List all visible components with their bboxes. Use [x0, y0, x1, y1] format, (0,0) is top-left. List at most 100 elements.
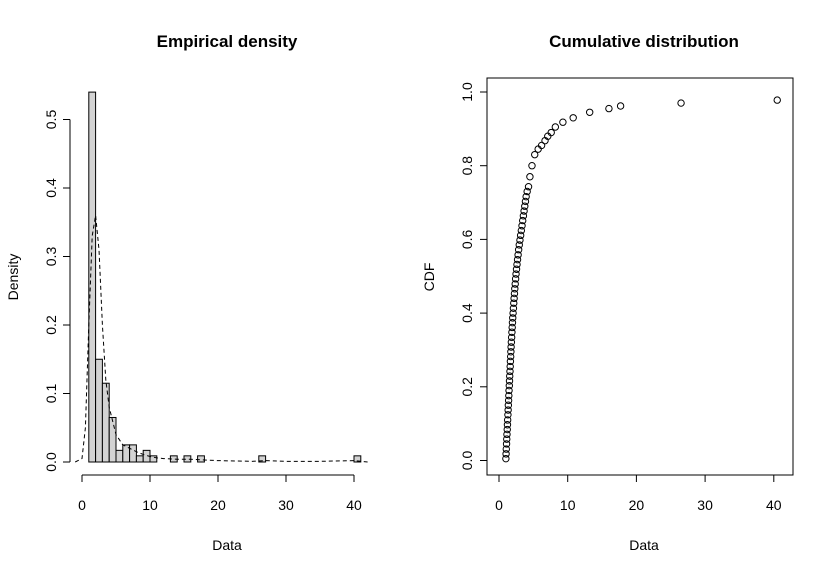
cdf-point — [516, 231, 525, 240]
cdf-point — [512, 270, 520, 278]
cdf-x-tick-label: 0 — [495, 497, 503, 513]
cdf-point — [511, 285, 519, 293]
cdf-point — [585, 108, 594, 116]
cdf-point — [506, 372, 514, 380]
cdf-point — [531, 150, 539, 159]
cdf-point — [507, 343, 515, 351]
cdf-y-tick-label: 0.0 — [459, 451, 475, 471]
histogram-bar — [353, 455, 362, 463]
cdf-point — [511, 275, 520, 283]
cdf-point — [551, 123, 560, 131]
density-y-tick-label: 0.4 — [43, 178, 59, 198]
cdf-point — [507, 333, 516, 342]
cdf-y-tick-label: 0.8 — [459, 156, 475, 176]
cdf-point — [505, 381, 514, 390]
cdf-y-tick-label: 1.0 — [459, 82, 475, 102]
histogram-bar — [129, 444, 137, 463]
cdf-x-tick-label: 20 — [629, 497, 645, 513]
density-y-tick-label: 0.3 — [43, 247, 59, 267]
histogram-bar — [115, 449, 124, 463]
cdf-point — [504, 401, 513, 409]
cdf-y-tick-label: 0.2 — [459, 377, 475, 397]
cdf-point — [505, 386, 513, 395]
cdf-point — [503, 421, 512, 429]
density-panel: Empirical density 0 10 20 30 400.00.10.20.30… — [5, 32, 368, 553]
cdf-point — [504, 406, 512, 414]
histogram-bar — [101, 382, 110, 463]
cdf-point — [505, 377, 514, 385]
density-y-axis-label: Density — [5, 254, 21, 301]
cdf-point — [510, 289, 519, 298]
density-plot-area: 0 10 20 30 40 0.0 0.1 0.2 0.3 0.4 0.5 — [43, 91, 368, 513]
cdf-point — [773, 96, 781, 104]
density-x-axis-label: Data — [212, 537, 242, 553]
cdf-point — [522, 192, 530, 201]
cdf-point — [506, 357, 515, 366]
cdf-point — [519, 212, 528, 220]
cdf-plot-box — [486, 77, 794, 476]
cdf-point — [503, 435, 511, 443]
cdf-x-tick-label: 40 — [766, 497, 782, 513]
density-y-tick-label: 0.2 — [43, 315, 59, 335]
cdf-point — [510, 294, 518, 303]
cdf-point — [616, 102, 625, 110]
cdf-point — [569, 114, 577, 122]
cdf-point — [506, 352, 515, 361]
density-y-tick-label: 0.0 — [43, 452, 59, 472]
cdf-point — [516, 236, 524, 244]
cdf-y-axis-label: CDF — [421, 263, 437, 292]
cdf-point — [677, 99, 685, 107]
density-x-tick-label: 10 — [142, 497, 158, 513]
cdf-point — [513, 260, 521, 269]
cdf-point — [559, 118, 567, 126]
cdf-point — [506, 362, 514, 371]
cdf-y-tick-label: 0.6 — [459, 229, 475, 249]
cdf-point — [513, 255, 522, 264]
density-title: Empirical density — [157, 32, 298, 51]
histogram-bar — [258, 455, 267, 463]
cdf-panel: Cumulative distribution 0 10 20 30 40 0.0 0.2 0… — [421, 32, 794, 553]
cdf-point — [514, 251, 522, 259]
cdf-point — [514, 246, 523, 254]
cdf-point — [521, 202, 529, 210]
density-x-tick-label: 40 — [346, 497, 362, 513]
cdf-point — [507, 338, 516, 346]
density-x-tick-label: 0 — [78, 497, 86, 513]
cdf-point — [505, 391, 513, 400]
cdf-point — [503, 425, 511, 434]
cdf-point — [509, 314, 517, 322]
cdf-point — [520, 207, 528, 215]
cdf-point — [509, 304, 518, 313]
cdf-point — [511, 280, 519, 288]
cdf-point — [523, 187, 531, 196]
density-y-tick-label: 0.1 — [43, 384, 59, 404]
histogram-bar — [135, 455, 144, 463]
cdf-point — [537, 141, 546, 150]
cdf-x-tick-label: 10 — [560, 497, 576, 513]
cdf-point — [508, 323, 516, 332]
cdf-x-axis-label: Data — [629, 537, 659, 553]
density-y-tick-label: 0.5 — [43, 110, 59, 130]
cdf-point — [515, 241, 523, 249]
cdf-point — [519, 216, 527, 225]
cdf-point — [503, 430, 511, 439]
histogram-bar — [88, 91, 97, 463]
cdf-point — [508, 328, 516, 336]
cdf-y-tick-label: 0.4 — [459, 303, 475, 323]
cdf-point — [508, 318, 517, 327]
density-x-tick-label: 20 — [210, 497, 226, 513]
cdf-point — [517, 226, 526, 235]
histogram-bar — [108, 416, 117, 463]
cdf-point — [503, 416, 512, 424]
cdf-point — [502, 440, 511, 448]
cdf-x-tick-label: 30 — [697, 497, 713, 513]
cdf-point — [605, 104, 613, 113]
cdf-point — [502, 450, 510, 458]
histogram-bar — [95, 358, 103, 463]
cdf-point — [509, 309, 517, 317]
cdf-title: Cumulative distribution — [549, 32, 739, 51]
cdf-point — [507, 348, 515, 356]
cdf-point — [524, 183, 533, 191]
cdf-point — [528, 162, 536, 170]
cdf-point — [504, 411, 512, 419]
